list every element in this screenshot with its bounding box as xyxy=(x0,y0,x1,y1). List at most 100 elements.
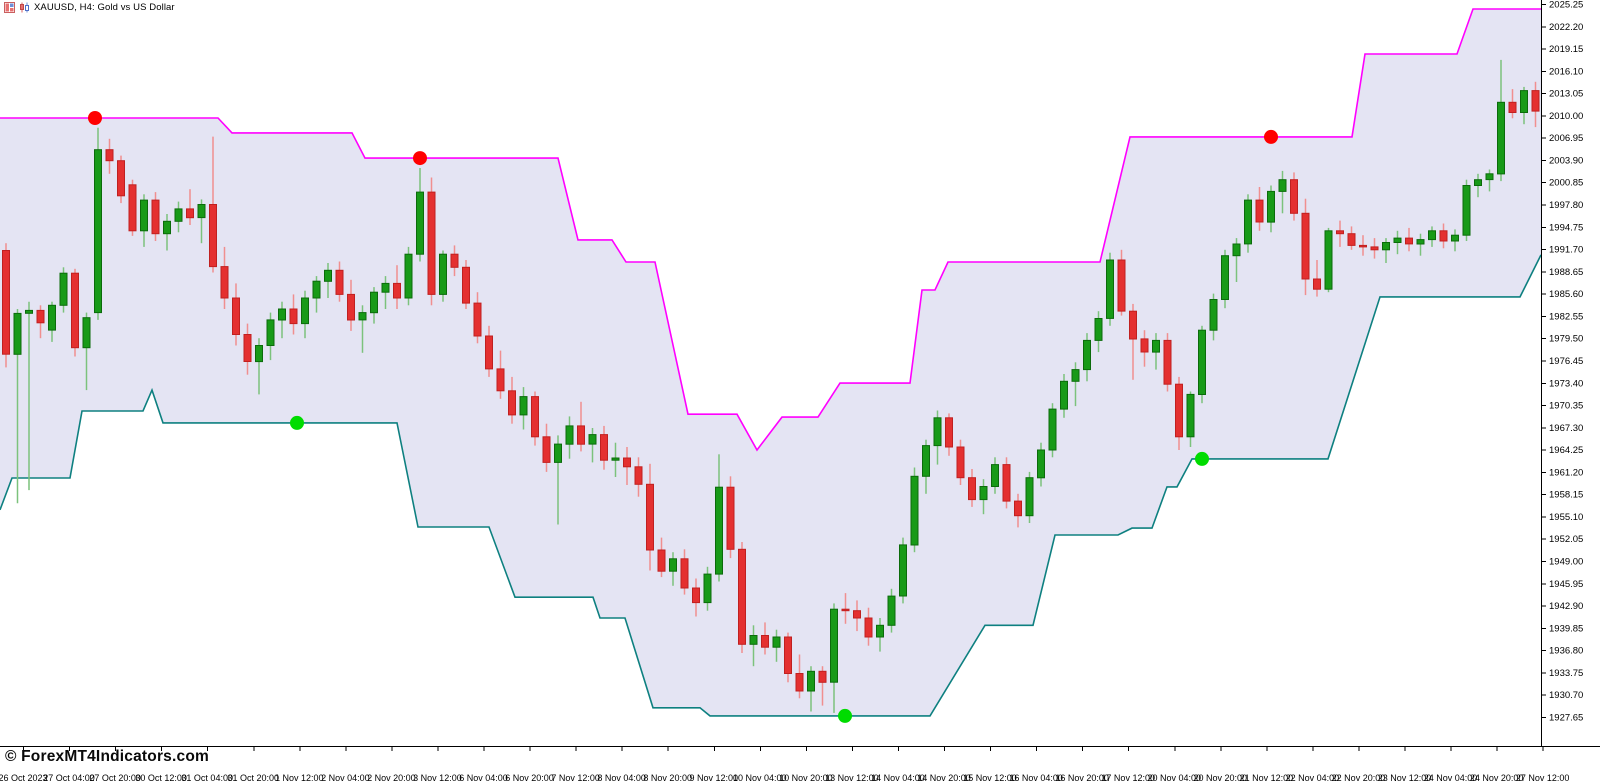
candle-body xyxy=(1347,233,1356,246)
candle-body xyxy=(1140,338,1149,353)
chart-symbol-title: XAUUSD, H4: Gold vs US Dollar xyxy=(34,2,175,13)
price-tick-label: 1985.60 xyxy=(1549,289,1583,300)
candle-body xyxy=(1336,230,1344,235)
candle-body xyxy=(1531,90,1540,112)
candle-body xyxy=(922,445,930,477)
price-tick-label: 1933.75 xyxy=(1549,668,1583,679)
candle-body xyxy=(427,191,436,295)
candle-body xyxy=(669,558,677,572)
candle-body xyxy=(1301,212,1310,280)
price-tick-label: 1997.80 xyxy=(1549,200,1583,211)
watermark: © ForexMT4Indicators.com xyxy=(5,748,209,765)
sell-signal-dot xyxy=(1264,129,1278,144)
price-tick-label: 1955.10 xyxy=(1549,512,1583,523)
candle-body xyxy=(1117,259,1126,312)
candle-body xyxy=(1060,380,1068,410)
candle-body xyxy=(450,253,459,268)
time-tick-label: 2 Nov 20:00 xyxy=(367,773,416,783)
lower-band-line xyxy=(0,254,1542,717)
candle-body xyxy=(600,434,608,461)
candle-body xyxy=(565,425,574,445)
candle-body xyxy=(1002,464,1011,502)
candle-body xyxy=(266,319,275,346)
price-tick-label: 1939.85 xyxy=(1549,623,1583,634)
candle-body xyxy=(1152,339,1160,353)
candle-body xyxy=(151,199,160,235)
price-tick-label: 2025.25 xyxy=(1549,0,1583,11)
candle-body xyxy=(910,475,919,546)
time-tick-label: 6 Nov 20:00 xyxy=(505,773,554,783)
candle-body xyxy=(1405,237,1413,245)
candlestick-icon xyxy=(19,2,30,13)
candle-body xyxy=(393,282,401,299)
candle-body xyxy=(749,635,758,645)
candle-body xyxy=(623,457,631,468)
time-tick-label: 27 Oct 04:00 xyxy=(43,773,95,783)
price-tick-label: 1958.15 xyxy=(1549,490,1583,501)
candle-body xyxy=(1497,101,1505,175)
candle-body xyxy=(1382,242,1390,251)
candle-body xyxy=(358,312,367,321)
candle-body xyxy=(1290,179,1298,214)
chart-title-bar: XAUUSD, H4: Gold vs US Dollar xyxy=(4,2,175,13)
time-tick-label: 14 Nov 04:00 xyxy=(871,773,925,783)
price-tick-label: 1927.65 xyxy=(1549,712,1583,723)
candle-body xyxy=(1267,190,1275,223)
candle-body xyxy=(1451,234,1459,242)
time-tick-label: 27 Nov 12:00 xyxy=(1516,773,1570,783)
candle-body xyxy=(404,253,413,299)
candle-body xyxy=(956,446,965,479)
candle-body xyxy=(1474,179,1482,186)
candle-body xyxy=(94,149,102,314)
time-tick-label: 26 Oct 2023 xyxy=(0,773,48,783)
candle-body xyxy=(289,308,298,325)
candle-body xyxy=(991,464,999,488)
price-tick-label: 2022.20 xyxy=(1549,22,1583,33)
candle-body xyxy=(876,624,884,638)
candle-body xyxy=(117,160,125,197)
time-tick-label: 10 Nov 04:00 xyxy=(733,773,787,783)
candle-body xyxy=(784,636,792,674)
candle-body xyxy=(485,335,493,370)
candle-body xyxy=(1048,408,1057,451)
price-tick-label: 2006.95 xyxy=(1549,133,1583,144)
candle-body xyxy=(1359,244,1367,248)
candle-body xyxy=(105,149,114,162)
time-tick-label: 31 Oct 20:00 xyxy=(227,773,279,783)
time-tick-label: 8 Nov 20:00 xyxy=(643,773,692,783)
candle-body xyxy=(36,309,45,324)
candle-body xyxy=(1313,278,1321,290)
price-tick-label: 1949.00 xyxy=(1549,557,1583,568)
time-tick-label: 22 Nov 20:00 xyxy=(1332,773,1386,783)
time-tick-label: 1 Nov 12:00 xyxy=(275,773,324,783)
candle-body xyxy=(657,549,666,572)
channel-fill xyxy=(0,9,1541,716)
sell-signal-dot xyxy=(88,111,102,125)
candle-body xyxy=(209,204,217,268)
candle-body xyxy=(301,297,309,325)
candle-body xyxy=(174,208,183,222)
candle-body xyxy=(255,345,263,363)
candle-body xyxy=(1232,243,1241,257)
price-tick-label: 1973.40 xyxy=(1549,378,1583,389)
candle-body xyxy=(25,309,33,314)
candle-body xyxy=(577,425,585,445)
candle-body xyxy=(853,610,861,619)
price-tick-label: 1952.05 xyxy=(1549,534,1583,545)
time-tick-label: 16 Nov 20:00 xyxy=(1055,773,1109,783)
price-tick-label: 1976.45 xyxy=(1549,356,1583,367)
candle-body xyxy=(82,317,91,349)
table-chart-icon xyxy=(4,2,15,13)
candle-body xyxy=(1462,185,1471,236)
candle-body xyxy=(979,486,988,501)
price-tick-label: 1994.75 xyxy=(1549,222,1583,233)
candle-body xyxy=(1025,477,1034,517)
candle-body xyxy=(473,302,482,337)
candle-body xyxy=(140,199,148,232)
candle-body xyxy=(726,486,735,550)
candle-body xyxy=(1175,383,1183,438)
candle-body xyxy=(48,304,56,331)
candle-body xyxy=(1244,199,1252,245)
